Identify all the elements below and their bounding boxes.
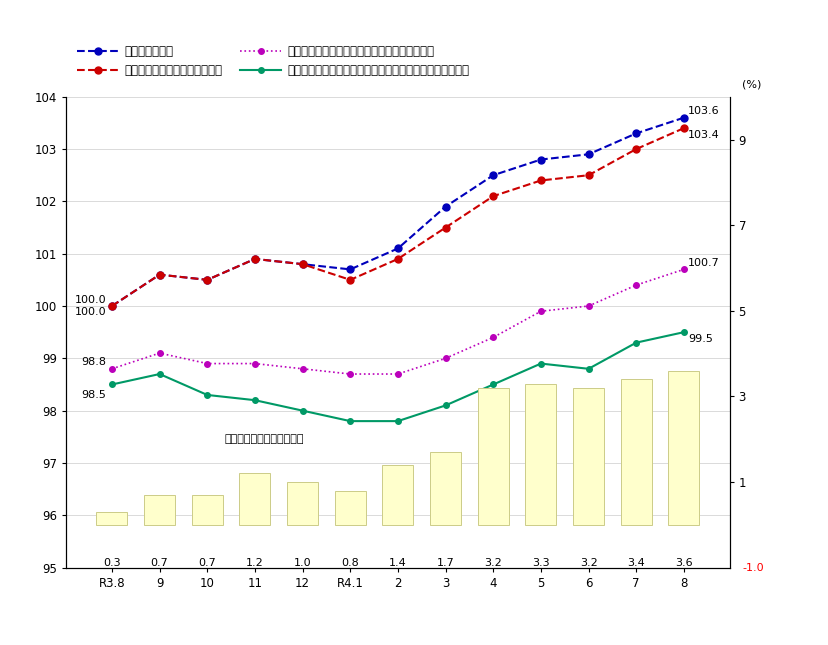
Text: 3.2: 3.2 xyxy=(484,558,502,568)
Text: 1.4: 1.4 xyxy=(388,558,407,568)
Text: 0.3: 0.3 xyxy=(103,558,121,568)
Text: 0.7: 0.7 xyxy=(198,558,216,568)
Text: 総合前年同月比（右目盛）: 総合前年同月比（右目盛） xyxy=(224,434,304,444)
Text: 3.4: 3.4 xyxy=(627,558,644,568)
Bar xyxy=(430,452,460,525)
Bar xyxy=(239,473,270,525)
Bar xyxy=(144,495,175,525)
Bar xyxy=(620,379,651,525)
Text: 98.8: 98.8 xyxy=(81,357,106,368)
Text: 1.7: 1.7 xyxy=(436,558,454,568)
Text: 99.5: 99.5 xyxy=(687,333,712,344)
Text: 98.5: 98.5 xyxy=(81,390,106,400)
Bar xyxy=(286,482,318,525)
Text: 1.0: 1.0 xyxy=(293,558,311,568)
Bar xyxy=(96,512,128,525)
Text: (%): (%) xyxy=(741,79,760,89)
Text: 1.2: 1.2 xyxy=(246,558,263,568)
Bar xyxy=(572,388,604,525)
Text: 3.3: 3.3 xyxy=(532,558,549,568)
Text: 100.7: 100.7 xyxy=(687,258,719,268)
Bar xyxy=(525,384,556,525)
Text: 0.8: 0.8 xyxy=(341,558,359,568)
Text: -1.0: -1.0 xyxy=(742,562,763,573)
Legend: 総合（左目盛）, 生鮮食品を除く総合（左目盛）, 生鮮食品及びエネルギーを除く総合（左目盛）, 食料（酒類を除く）及びエネルギーを除く総合（左目盛）: 総合（左目盛）, 生鮮食品を除く総合（左目盛）, 生鮮食品及びエネルギーを除く総… xyxy=(72,40,474,81)
Text: 100.0: 100.0 xyxy=(75,295,106,304)
Text: 3.2: 3.2 xyxy=(579,558,597,568)
Bar xyxy=(335,491,365,525)
Text: 100.0: 100.0 xyxy=(75,308,106,317)
Text: 103.4: 103.4 xyxy=(687,130,719,139)
Bar xyxy=(382,465,413,525)
Text: 103.6: 103.6 xyxy=(687,106,719,116)
Bar xyxy=(477,388,508,525)
Bar xyxy=(667,371,699,525)
Bar xyxy=(191,495,223,525)
Text: 3.6: 3.6 xyxy=(674,558,692,568)
Text: 0.7: 0.7 xyxy=(151,558,168,568)
